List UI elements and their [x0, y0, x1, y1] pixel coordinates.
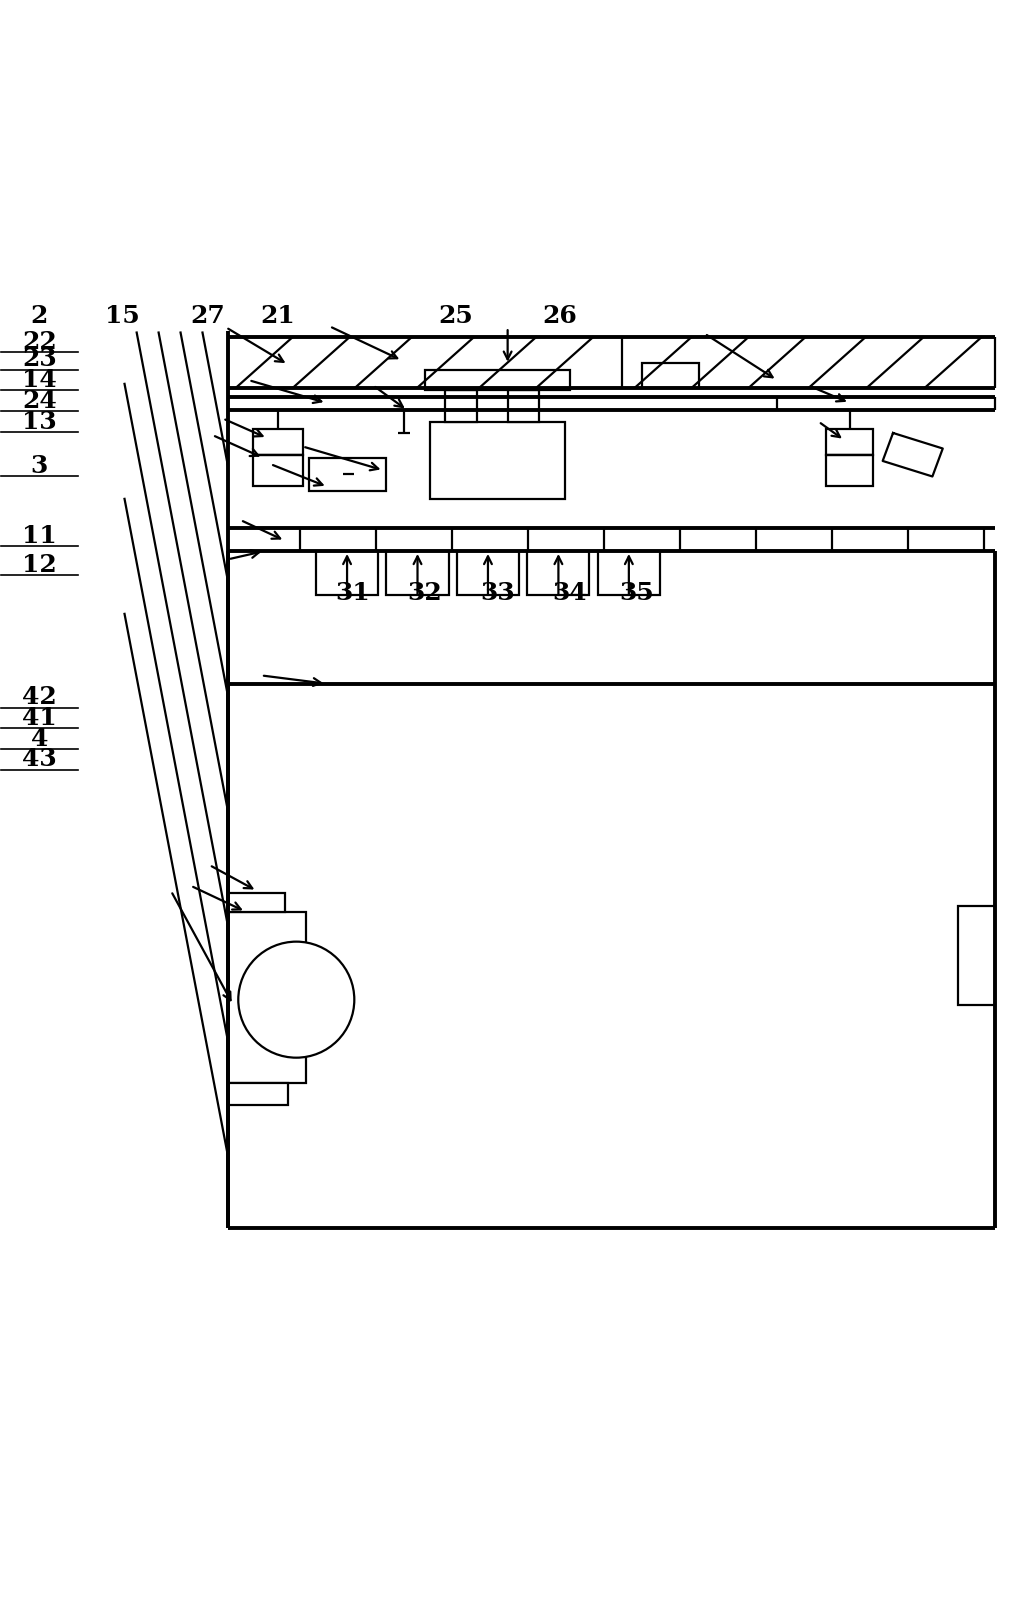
Text: 27: 27 [190, 304, 225, 328]
Bar [642, 362, 699, 388]
Text: 42: 42 [22, 685, 57, 709]
Text: 3: 3 [31, 454, 48, 478]
Text: 14: 14 [22, 368, 57, 393]
Bar [508, 391, 539, 422]
Bar [527, 551, 589, 595]
Text: 4: 4 [31, 727, 48, 750]
Bar [598, 551, 660, 595]
Text: 26: 26 [542, 304, 577, 328]
Bar [253, 428, 303, 454]
Text: 23: 23 [22, 347, 57, 372]
Bar [253, 454, 303, 486]
Bar [425, 370, 570, 391]
Bar [228, 1083, 288, 1105]
Text: 41: 41 [22, 706, 57, 730]
Bar [228, 911, 306, 1083]
Text: 31: 31 [335, 580, 370, 604]
Bar [827, 428, 872, 454]
Text: 11: 11 [22, 524, 57, 548]
Text: 43: 43 [22, 747, 57, 771]
Bar [445, 391, 477, 422]
Text: 34: 34 [552, 580, 587, 604]
Text: 12: 12 [22, 553, 57, 577]
Text: 21: 21 [260, 304, 295, 328]
Bar [827, 454, 872, 486]
Bar [457, 551, 519, 595]
Text: 25: 25 [438, 304, 473, 328]
Bar [386, 551, 449, 595]
Bar [430, 422, 565, 499]
Bar [228, 894, 285, 911]
Circle shape [354, 461, 381, 488]
Text: 2: 2 [31, 304, 48, 328]
Text: 15: 15 [105, 304, 140, 328]
Text: 13: 13 [22, 409, 57, 433]
Text: 35: 35 [620, 580, 655, 604]
Bar [316, 551, 378, 595]
Text: 32: 32 [407, 580, 442, 604]
Circle shape [238, 942, 354, 1058]
Circle shape [316, 461, 343, 488]
Text: 22: 22 [22, 330, 57, 354]
Text: 24: 24 [22, 389, 57, 412]
Bar [309, 457, 386, 491]
Text: 33: 33 [480, 580, 515, 604]
Bar [958, 907, 995, 1005]
